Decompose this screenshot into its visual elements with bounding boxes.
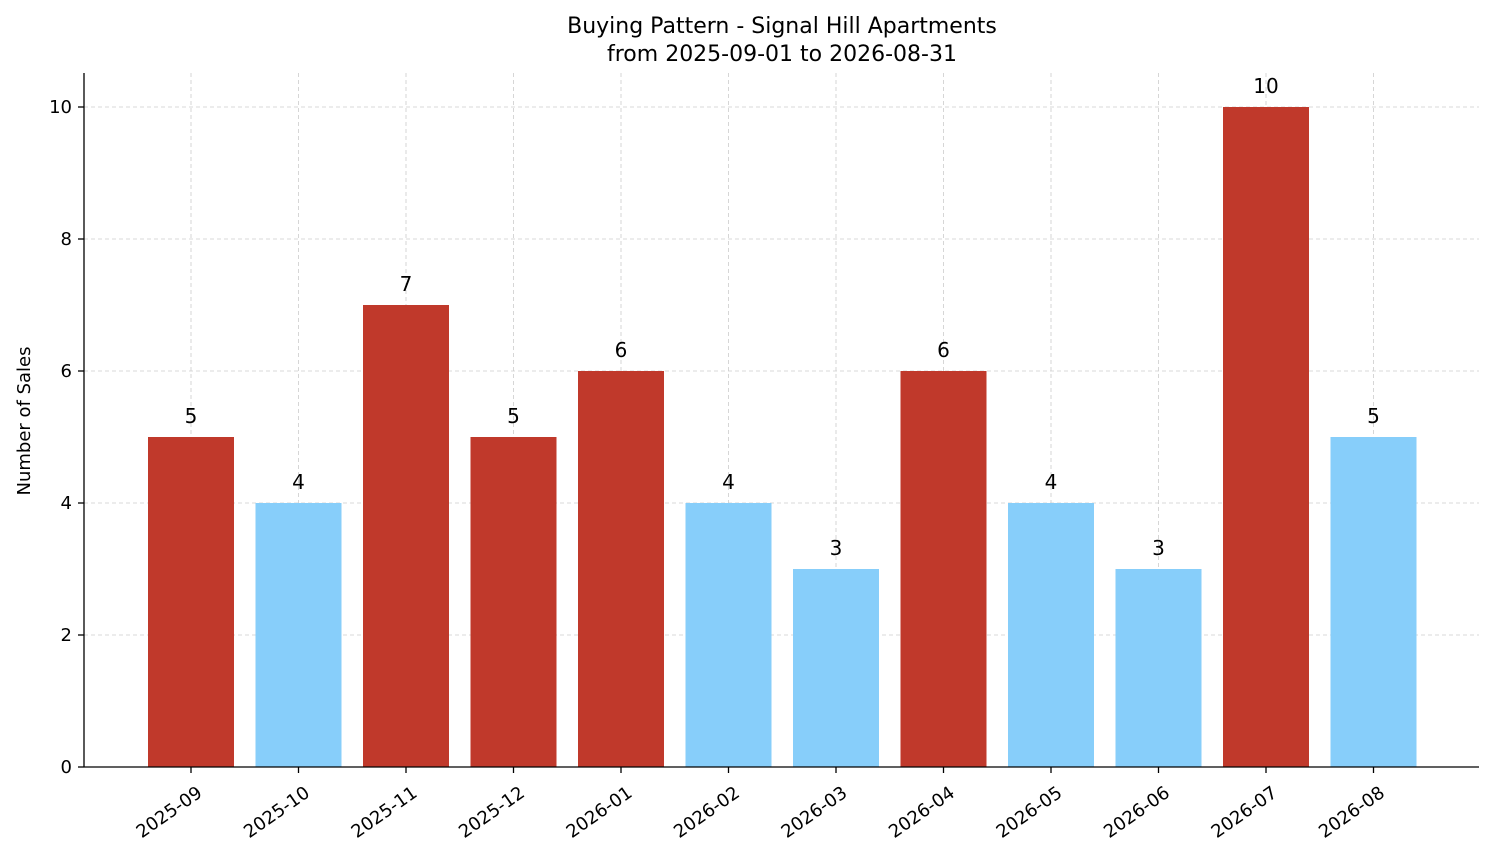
data-label-2026-05: 4 <box>1045 470 1058 494</box>
bars <box>148 107 1417 767</box>
data-label-2026-02: 4 <box>722 470 735 494</box>
data-label-2025-11: 7 <box>400 272 413 296</box>
x-tick-label: 2026-06 <box>1100 782 1174 842</box>
bar-2025-09 <box>148 437 234 767</box>
x-tick-label: 2025-12 <box>455 782 529 842</box>
x-tick-label: 2026-03 <box>778 782 852 842</box>
x-tick-label: 2026-05 <box>993 782 1067 842</box>
data-label-2025-10: 4 <box>292 470 305 494</box>
x-tick-label: 2025-11 <box>348 782 422 842</box>
x-tick-label: 2026-01 <box>563 782 637 842</box>
axes <box>83 73 1479 768</box>
y-tick-label: 10 <box>49 97 72 118</box>
data-label-2026-04: 6 <box>937 338 950 362</box>
x-tick-label: 2026-07 <box>1208 782 1282 842</box>
bar-2025-12 <box>470 437 557 767</box>
y-tick-label: 0 <box>61 757 72 778</box>
bar-2026-01 <box>578 371 664 767</box>
bar-2025-10 <box>255 503 342 767</box>
y-tick-label: 2 <box>61 625 72 646</box>
bar-2026-07 <box>1223 107 1309 767</box>
bar-2026-06 <box>1115 569 1202 767</box>
x-tick-label: 2026-04 <box>885 782 959 842</box>
data-label-2025-12: 5 <box>507 404 520 428</box>
data-label-2026-07: 10 <box>1253 74 1278 98</box>
bar-2025-11 <box>363 305 449 767</box>
chart-title: Buying Pattern - Signal Hill Apartments <box>567 14 997 39</box>
bar-2026-05 <box>1008 503 1094 767</box>
y-axis-label: Number of Sales <box>14 346 35 495</box>
data-labels: 5 4 7 5 6 4 3 6 4 3 10 5 <box>185 74 1380 560</box>
x-tick-label: 2025-10 <box>240 782 314 842</box>
x-tick-label: 2026-08 <box>1315 782 1389 842</box>
bar-2026-08 <box>1330 437 1417 767</box>
data-label-2026-08: 5 <box>1367 404 1380 428</box>
data-label-2026-06: 3 <box>1152 536 1165 560</box>
bar-2026-02 <box>685 503 772 767</box>
y-tick-label: 6 <box>61 361 72 382</box>
bar-2026-04 <box>900 371 987 767</box>
data-label-2026-01: 6 <box>615 338 628 362</box>
y-tick-label: 4 <box>61 493 72 514</box>
y-tick-label: 8 <box>61 229 72 250</box>
bar-2026-03 <box>793 569 879 767</box>
x-tick-label: 2025-09 <box>133 782 207 842</box>
chart-subtitle: from 2025-09-01 to 2026-08-31 <box>607 42 957 67</box>
data-label-2025-09: 5 <box>185 404 198 428</box>
data-label-2026-03: 3 <box>830 536 843 560</box>
x-tick-label: 2026-02 <box>670 782 744 842</box>
